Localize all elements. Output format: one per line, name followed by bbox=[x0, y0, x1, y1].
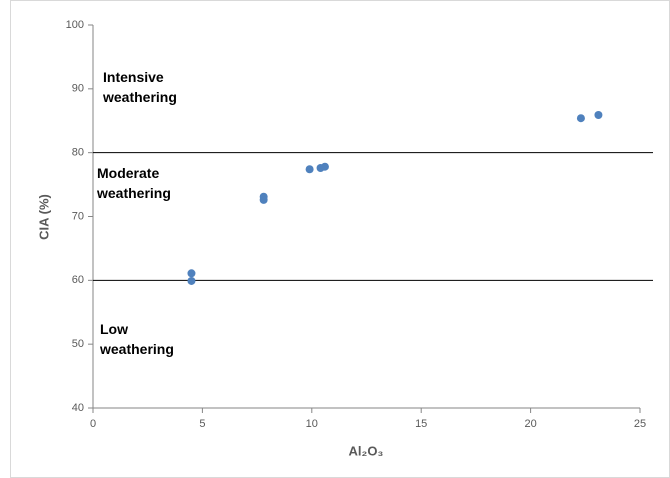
x-tick-label: 15 bbox=[415, 418, 427, 430]
point bbox=[259, 192, 268, 201]
x-tick-label: 25 bbox=[634, 418, 646, 430]
point bbox=[187, 276, 196, 285]
point bbox=[594, 111, 603, 120]
point bbox=[320, 162, 329, 171]
y-tick-label: 90 bbox=[72, 83, 84, 95]
x-axis-label: Al₂O₃ bbox=[349, 443, 384, 458]
annotation: Intensive bbox=[103, 69, 164, 85]
point bbox=[305, 165, 314, 174]
annotation: weathering bbox=[99, 341, 174, 357]
annotation: Moderate bbox=[97, 165, 159, 181]
chart-frame bbox=[10, 0, 670, 478]
y-tick-label: 80 bbox=[72, 147, 84, 159]
annotation: weathering bbox=[96, 185, 171, 201]
annotation: weathering bbox=[102, 89, 177, 105]
x-tick-label: 0 bbox=[90, 418, 96, 430]
y-tick-label: 70 bbox=[72, 210, 84, 222]
y-tick-label: 100 bbox=[66, 19, 84, 31]
point bbox=[187, 269, 196, 278]
y-tick-label: 50 bbox=[72, 338, 84, 350]
x-tick-label: 20 bbox=[524, 418, 536, 430]
y-tick-label: 40 bbox=[72, 402, 84, 414]
annotation: Low bbox=[100, 321, 128, 337]
y-tick-label: 60 bbox=[72, 274, 84, 286]
x-tick-label: 10 bbox=[306, 418, 318, 430]
point bbox=[576, 114, 585, 123]
x-tick-label: 5 bbox=[199, 418, 205, 430]
y-axis-label: CIA (%) bbox=[36, 194, 51, 240]
